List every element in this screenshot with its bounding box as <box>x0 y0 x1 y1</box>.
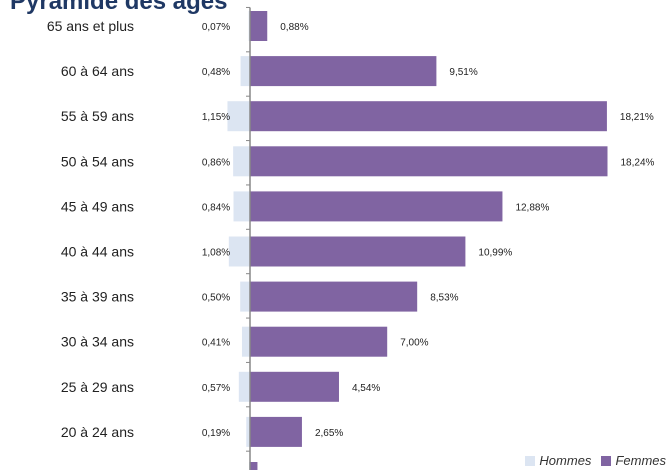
bar-hommes-row-1 <box>240 56 250 87</box>
category-label-row-8: 25 à 29 ans <box>61 379 134 395</box>
chart-legend: Hommes Femmes <box>525 453 666 468</box>
value-label-hommes-row-4: 0,84% <box>202 202 230 213</box>
value-label-femmes-row-4: 12,88% <box>515 202 549 213</box>
bar-hommes-row-3 <box>233 146 250 177</box>
category-label-row-2: 55 à 59 ans <box>61 108 134 124</box>
bar-femmes-row-10 <box>250 462 258 470</box>
category-label-row-3: 50 à 54 ans <box>61 153 134 169</box>
value-label-hommes-row-7: 0,41% <box>202 338 230 349</box>
bar-femmes-row-4 <box>250 191 503 222</box>
category-label-row-1: 60 à 64 ans <box>61 63 134 79</box>
value-label-hommes-row-3: 0,86% <box>202 157 230 168</box>
bar-hommes-row-4 <box>233 191 250 222</box>
legend-swatch-hommes <box>525 455 536 466</box>
category-label-row-5: 40 à 44 ans <box>61 244 134 260</box>
value-label-femmes-row-3: 18,24% <box>621 157 655 168</box>
legend-swatch-femmes <box>601 455 612 466</box>
legend-label-femmes: Femmes <box>615 453 666 468</box>
bar-hommes-row-6 <box>240 281 250 312</box>
value-label-hommes-row-9: 0,19% <box>202 428 230 439</box>
category-label-row-7: 30 à 34 ans <box>61 334 134 350</box>
legend-label-hommes: Hommes <box>539 453 592 468</box>
bar-femmes-row-2 <box>250 101 607 132</box>
bar-femmes-row-7 <box>250 326 388 357</box>
bar-hommes-row-7 <box>241 326 250 357</box>
value-label-hommes-row-0: 0,07% <box>202 22 230 33</box>
bar-hommes-row-2 <box>227 101 250 132</box>
category-label-row-6: 35 à 39 ans <box>61 289 134 305</box>
bar-femmes-row-3 <box>250 146 608 177</box>
value-label-hommes-row-5: 1,08% <box>202 248 230 259</box>
bar-femmes-row-9 <box>250 416 302 447</box>
value-label-hommes-row-1: 0,48% <box>202 67 230 78</box>
bar-femmes-row-5 <box>250 236 466 267</box>
category-label-row-4: 45 à 49 ans <box>61 198 134 214</box>
value-label-femmes-row-5: 10,99% <box>478 248 512 259</box>
value-label-femmes-row-8: 4,54% <box>352 383 380 394</box>
value-label-femmes-row-0: 0,88% <box>280 22 308 33</box>
value-label-femmes-row-2: 18,21% <box>620 112 654 123</box>
category-label-row-0: 65 ans et plus <box>47 18 134 34</box>
bar-hommes-row-9 <box>246 416 250 447</box>
value-label-hommes-row-8: 0,57% <box>202 383 230 394</box>
bar-femmes-row-1 <box>250 56 437 87</box>
legend-item-hommes: Hommes <box>525 453 591 468</box>
bar-hommes-row-8 <box>238 371 250 402</box>
category-label-row-9: 20 à 24 ans <box>61 424 134 440</box>
bar-femmes-row-0 <box>250 11 268 41</box>
legend-item-femmes: Femmes <box>601 453 666 468</box>
value-label-femmes-row-9: 2,65% <box>315 428 343 439</box>
value-label-femmes-row-7: 7,00% <box>400 338 428 349</box>
bar-hommes-row-5 <box>228 236 250 267</box>
bar-femmes-row-6 <box>250 281 418 312</box>
value-label-hommes-row-2: 1,15% <box>202 112 230 123</box>
chart-title: Pyramide des âges <box>10 0 228 15</box>
bar-femmes-row-8 <box>250 371 339 402</box>
value-label-femmes-row-6: 8,53% <box>430 293 458 304</box>
value-label-femmes-row-1: 9,51% <box>449 67 477 78</box>
value-label-hommes-row-6: 0,50% <box>202 293 230 304</box>
